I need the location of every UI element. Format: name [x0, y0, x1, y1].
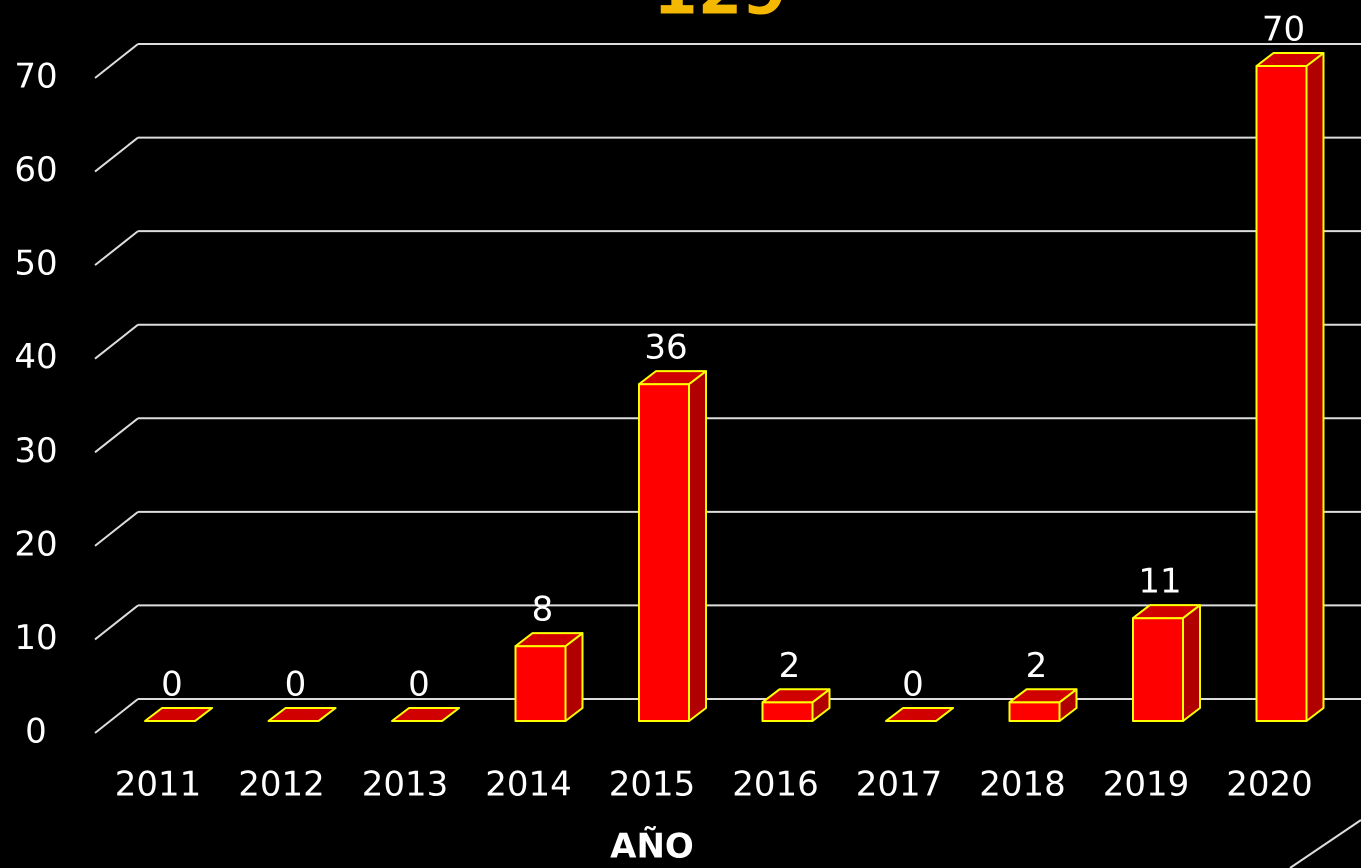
data-label: 0: [408, 665, 430, 705]
data-label: 2: [779, 646, 801, 686]
bar: [267, 707, 337, 722]
grid-line: [94, 511, 139, 547]
data-label: 70: [1262, 10, 1305, 50]
bar: [1255, 52, 1325, 722]
data-label: 0: [285, 665, 307, 705]
x-tick-label: 2016: [732, 765, 819, 805]
grid-line: [94, 698, 139, 734]
y-tick-label: 50: [14, 244, 57, 284]
bar: [391, 707, 460, 722]
bar: [885, 707, 954, 722]
chart-title: 129: [653, 0, 787, 30]
x-tick-label: 2020: [1226, 765, 1313, 805]
x-tick-label: 2011: [115, 765, 202, 805]
x-tick-label: 2019: [1103, 765, 1190, 805]
y-tick-label: 60: [14, 150, 57, 190]
data-label: 36: [644, 328, 687, 368]
grid-line: [94, 604, 139, 641]
bar: [1008, 688, 1078, 722]
y-tick-label: 20: [14, 524, 57, 564]
y-tick-label: 10: [14, 618, 57, 658]
y-tick-label: 70: [14, 57, 57, 97]
x-tick-label: 2015: [609, 765, 696, 805]
floor-edge: [1289, 819, 1361, 868]
grid-line: [94, 323, 139, 360]
x-tick-label: 2018: [979, 765, 1066, 805]
x-tick-label: 2014: [485, 765, 572, 805]
data-label: 0: [161, 665, 183, 705]
bar: [144, 707, 213, 722]
bar: [514, 632, 584, 723]
data-label: 2: [1026, 646, 1048, 686]
x-tick-label: 2013: [362, 765, 449, 805]
bar: [1132, 604, 1201, 722]
y-tick-label: 40: [14, 337, 57, 377]
grid-line: [94, 136, 139, 173]
bar: [761, 688, 831, 722]
grid-line: [94, 417, 139, 454]
x-tick-label: 2012: [238, 765, 325, 805]
bar: [638, 370, 707, 722]
data-label: 11: [1138, 562, 1181, 602]
x-tick-label: 2017: [856, 765, 943, 805]
y-tick-label: 30: [14, 431, 57, 471]
grid-line: [94, 43, 139, 79]
grid-line: [94, 230, 139, 266]
data-label: 8: [532, 590, 554, 630]
x-axis-label: AÑO: [610, 826, 694, 867]
data-label: 0: [902, 665, 924, 705]
y-tick-label: 0: [25, 712, 47, 752]
